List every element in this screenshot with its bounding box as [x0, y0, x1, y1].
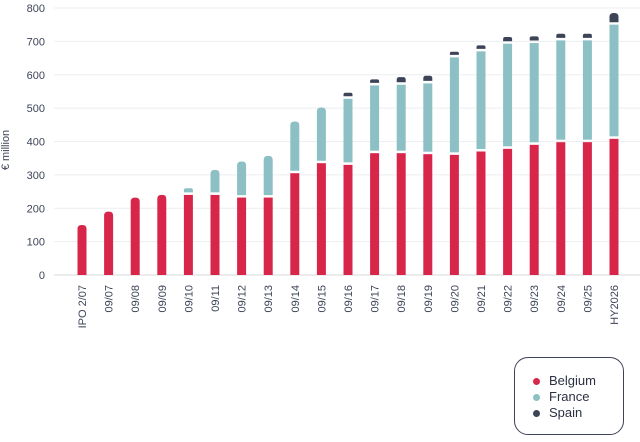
bar-segment-spain	[396, 77, 406, 83]
y-axis-title: € million	[0, 130, 12, 170]
y-tick-label: 800	[27, 3, 45, 15]
bar-segment-spain	[370, 79, 380, 83]
bar-segment-belgium	[582, 142, 592, 275]
y-tick-label: 700	[27, 36, 45, 48]
x-tick-label: HY2026	[609, 285, 621, 325]
bar-segment-spain	[556, 33, 566, 38]
x-tick-label: IPO 2/07	[77, 285, 89, 328]
bar-segment-belgium	[183, 194, 193, 275]
bar-segment-france	[343, 98, 353, 163]
bar-segment-spain	[609, 13, 619, 23]
x-tick-label: 09/10	[183, 285, 195, 313]
bar-segment-france	[210, 169, 220, 193]
bar-segment-spain	[476, 45, 486, 49]
x-tick-label: 09/16	[343, 285, 355, 313]
x-tick-label: 09/24	[556, 285, 568, 313]
y-tick-label: 300	[27, 170, 45, 182]
bar-segment-france	[183, 188, 193, 193]
bar-segment-belgium	[609, 138, 619, 275]
bar-segment-belgium	[529, 144, 539, 275]
bar-segment-spain	[529, 36, 539, 41]
bar-segment-belgium	[423, 154, 433, 275]
bar-segment-france	[263, 155, 273, 196]
bar-segment-belgium	[370, 153, 380, 275]
bar-segment-france	[582, 40, 592, 140]
bar-segment-belgium	[343, 164, 353, 275]
x-tick-label: 09/19	[423, 285, 435, 313]
x-tick-label: 09/17	[370, 285, 382, 313]
legend-item-spain: Spain	[533, 405, 623, 421]
bar-segment-belgium	[157, 194, 167, 275]
bar-segment-belgium	[130, 197, 140, 275]
bar-segment-belgium	[556, 142, 566, 275]
legend-marker-france	[533, 393, 540, 401]
x-tick-label: 09/23	[529, 285, 541, 313]
bar-segment-belgium	[396, 153, 406, 275]
bar-segment-france	[316, 107, 326, 161]
y-tick-label: 600	[27, 70, 45, 82]
x-tick-label: 09/11	[210, 285, 222, 312]
y-tick-label: 500	[27, 103, 45, 115]
bars	[77, 13, 619, 275]
y-axis-tick-labels: 0 100 200 300 400 500 600 700 800	[27, 3, 45, 282]
x-tick-label: 09/09	[157, 285, 169, 313]
bar-segment-spain	[582, 33, 592, 38]
legend-marker-spain	[533, 409, 540, 417]
bar-segment-belgium	[449, 154, 459, 275]
y-tick-label: 200	[27, 203, 45, 215]
x-tick-label: 09/12	[237, 285, 249, 313]
bar-segment-spain	[343, 92, 353, 97]
bar-segment-france	[423, 83, 433, 152]
x-tick-label: 09/07	[104, 285, 116, 313]
bar-segment-spain	[503, 37, 513, 42]
bar-segment-france	[503, 43, 513, 147]
y-tick-label: 100	[27, 237, 45, 249]
bar-segment-france	[609, 24, 619, 137]
x-tick-label: 09/25	[582, 285, 594, 313]
bar-segment-belgium	[210, 194, 220, 275]
legend-label-spain: Spain	[549, 405, 583, 420]
bar-segment-belgium	[104, 211, 114, 275]
legend-item-france: France	[533, 389, 623, 405]
bar-segment-france	[529, 43, 539, 143]
x-tick-label: 09/13	[263, 285, 275, 313]
x-tick-label: 09/20	[449, 285, 461, 313]
bar-segment-france	[476, 51, 486, 150]
x-tick-label: 09/18	[396, 285, 408, 313]
bar-segment-france	[370, 85, 380, 151]
x-tick-label: 09/15	[316, 285, 328, 313]
bar-segment-belgium	[503, 148, 513, 275]
legend-marker-belgium	[533, 377, 540, 385]
bar-segment-belgium	[77, 224, 87, 275]
y-tick-label: 400	[27, 137, 45, 149]
legend: Belgium France Spain	[514, 357, 624, 435]
legend-item-belgium: Belgium	[533, 373, 623, 389]
bar-segment-belgium	[290, 173, 300, 275]
x-axis-tick-labels: IPO 2/07 09/07 09/08 09/09 09/10 09/11 09/12 09…	[77, 285, 621, 328]
bar-segment-france	[449, 57, 459, 153]
bar-segment-spain	[423, 75, 433, 81]
legend-label-belgium: Belgium	[549, 373, 596, 388]
x-tick-label: 09/08	[130, 285, 142, 313]
bar-segment-france	[290, 121, 300, 171]
bar-segment-france	[396, 84, 406, 151]
y-tick-label: 0	[39, 270, 45, 282]
bar-segment-belgium	[263, 197, 273, 275]
bar-segment-spain	[449, 51, 459, 55]
x-tick-label: 09/21	[476, 285, 488, 313]
bar-segment-belgium	[237, 197, 247, 275]
legend-label-france: France	[549, 389, 590, 404]
x-tick-label: 09/14	[290, 285, 302, 313]
bar-segment-france	[556, 40, 566, 140]
x-tick-label: 09/22	[503, 285, 515, 313]
bar-segment-belgium	[476, 151, 486, 275]
bar-segment-france	[237, 161, 247, 196]
bar-segment-belgium	[316, 163, 326, 275]
